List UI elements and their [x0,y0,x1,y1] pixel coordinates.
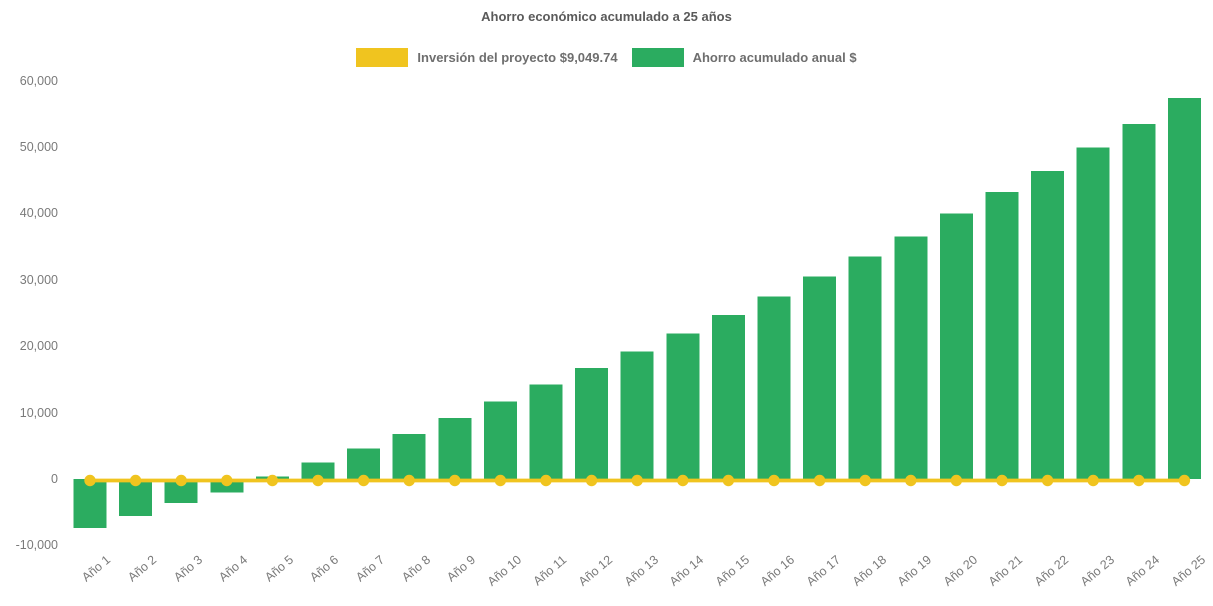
line-marker-ano-20[interactable] [950,474,963,487]
line-marker-ano-18[interactable] [859,474,871,487]
bar-ano-6[interactable] [301,462,335,479]
bar-ano-20[interactable] [939,213,973,479]
bar-ano-11[interactable] [529,384,563,479]
legend-item-ahorro[interactable]: Ahorro acumulado anual $ [631,48,857,67]
y-tick-label: 20,000 [19,339,58,354]
bar-ano-16[interactable] [757,296,791,479]
line-marker-ano-7[interactable] [357,474,370,487]
line-marker-ano-5[interactable] [266,474,279,487]
bar-ano-1[interactable] [73,479,107,529]
bar-ano-8[interactable] [392,433,426,479]
line-marker-ano-10[interactable] [494,474,507,487]
line-marker-ano-25[interactable] [1178,474,1191,487]
y-tick-label: 0 [51,472,58,486]
bar-ano-13[interactable] [620,351,654,480]
bar-ano-19[interactable] [894,236,928,479]
line-marker-ano-11[interactable] [540,474,552,487]
bar-ano-12[interactable] [575,368,609,479]
bar-ano-10[interactable] [483,401,517,479]
bar-ano-17[interactable] [803,276,837,480]
line-marker-ano-2[interactable] [129,474,142,487]
legend-label-inversion: Inversión del proyecto $9,049.74 [417,50,618,65]
line-marker-ano-15[interactable] [722,474,735,487]
legend-swatch-ahorro-icon [631,48,684,67]
line-marker-ano-16[interactable] [768,474,780,487]
y-tick-label: 10,000 [19,405,58,420]
line-marker-ano-12[interactable] [585,474,598,487]
bar-ano-18[interactable] [848,256,882,479]
line-marker-ano-19[interactable] [905,474,917,487]
line-marker-ano-17[interactable] [813,474,826,487]
line-marker-ano-22[interactable] [1041,474,1054,487]
bar-ano-3[interactable] [164,479,198,503]
legend-label-ahorro: Ahorro acumulado anual $ [692,50,857,65]
bar-ano-14[interactable] [666,333,700,479]
line-marker-ano-9[interactable] [449,474,461,487]
line-marker-ano-24[interactable] [1133,474,1145,487]
y-tick-label: 40,000 [19,206,58,221]
bar-ano-22[interactable] [1031,170,1065,479]
line-marker-ano-14[interactable] [677,474,689,487]
chart-title: Ahorro económico acumulado a 25 años [481,9,732,24]
bar-ano-21[interactable] [985,192,1019,479]
line-marker-ano-4[interactable] [221,474,233,487]
line-marker-ano-3[interactable] [175,474,187,487]
bar-ano-9[interactable] [438,417,472,479]
legend-swatch-inversion-icon [356,48,409,67]
line-marker-ano-8[interactable] [403,474,415,487]
bar-ano-25[interactable] [1167,97,1201,480]
bar-ano-15[interactable] [711,315,745,479]
y-tick-label: 30,000 [19,272,58,287]
legend-item-inversion[interactable]: Inversión del proyecto $9,049.74 [356,48,618,67]
y-tick-label: 50,000 [19,140,58,154]
bar-ano-7[interactable] [347,448,381,480]
line-marker-ano-23[interactable] [1087,474,1099,487]
y-tick-label: -10,000 [15,538,58,553]
bar-ano-23[interactable] [1076,147,1110,479]
line-marker-ano-1[interactable] [84,474,96,487]
line-marker-ano-13[interactable] [631,474,643,487]
y-tick-label: 60,000 [19,73,58,88]
line-marker-ano-21[interactable] [996,474,1008,487]
bar-ano-24[interactable] [1122,123,1156,480]
line-marker-ano-6[interactable] [312,474,324,487]
chart-legend: Inversión del proyecto $9,049.74 Ahorro … [0,48,1213,67]
